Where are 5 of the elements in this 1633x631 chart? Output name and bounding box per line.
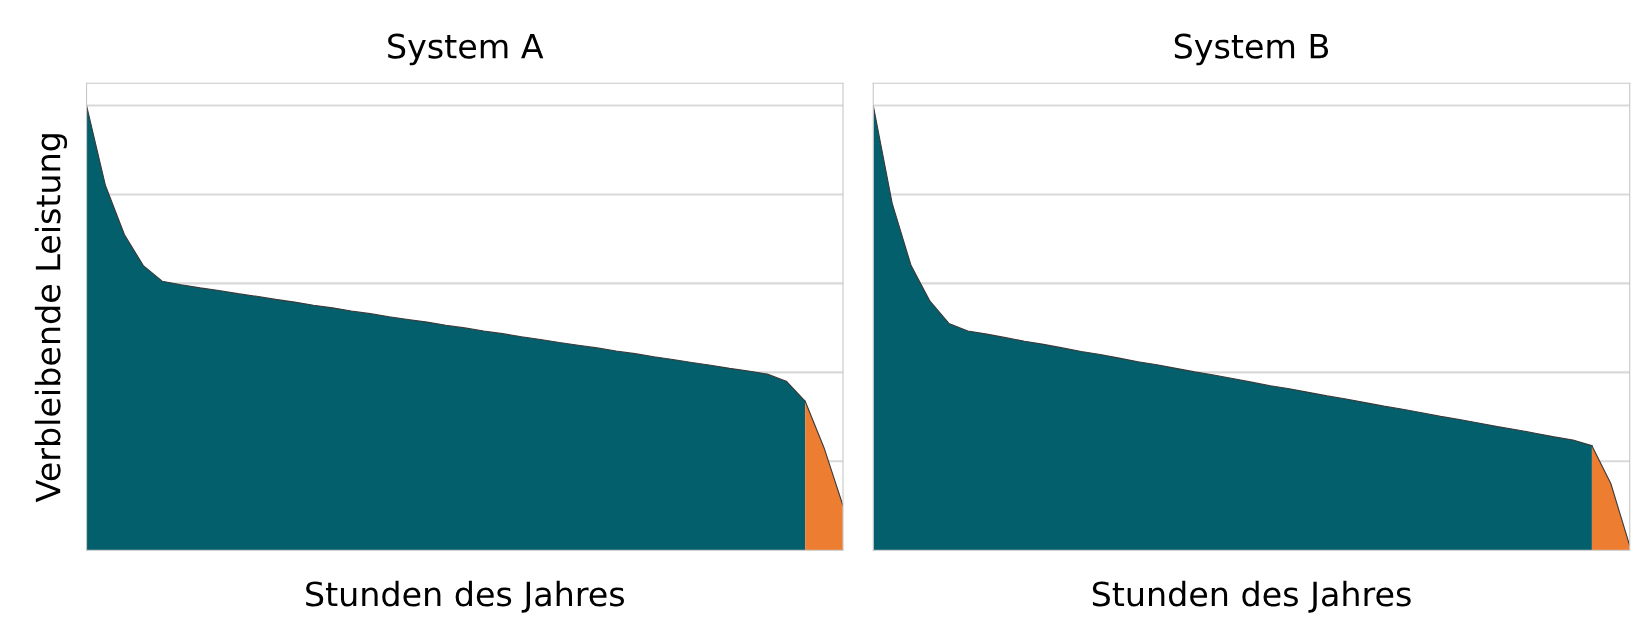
chart-title: System B bbox=[1174, 33, 1329, 66]
x-axis-title: Stunden des Jahres bbox=[1092, 580, 1411, 613]
y-axis-title: Verbleibende Leistung bbox=[34, 134, 68, 503]
x-axis-title: Stunden des Jahres bbox=[306, 580, 625, 613]
chart-title: System A bbox=[388, 33, 544, 66]
